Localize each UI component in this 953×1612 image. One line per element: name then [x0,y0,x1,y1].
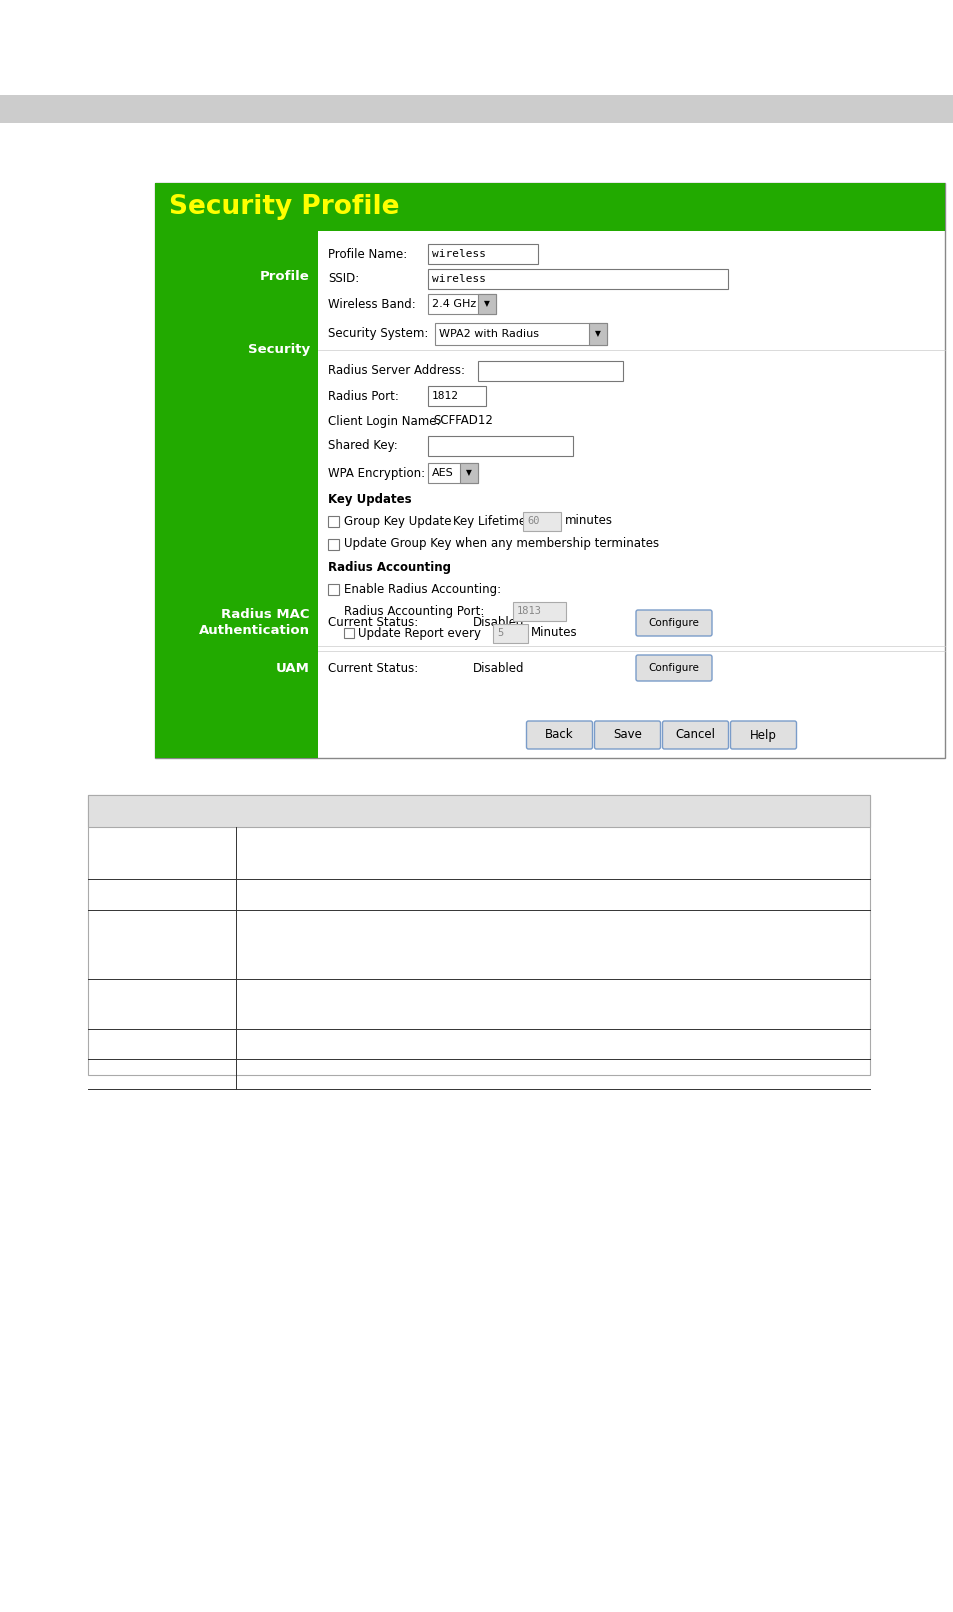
FancyBboxPatch shape [344,629,354,638]
Text: Radius Accounting Port:: Radius Accounting Port: [344,604,484,617]
Text: 1812: 1812 [432,392,458,401]
FancyBboxPatch shape [513,601,565,621]
Text: Client Login Name:: Client Login Name: [328,414,440,427]
Text: AES: AES [432,467,454,479]
Text: Disabled: Disabled [473,661,524,674]
FancyBboxPatch shape [428,243,537,264]
Text: SSID:: SSID: [328,272,359,285]
FancyBboxPatch shape [477,361,622,380]
Text: Update Group Key when any membership terminates: Update Group Key when any membership ter… [344,537,659,551]
FancyBboxPatch shape [594,721,659,750]
FancyBboxPatch shape [154,184,944,231]
FancyBboxPatch shape [493,624,527,643]
Text: Radius MAC
Authentication: Radius MAC Authentication [199,608,310,637]
FancyBboxPatch shape [661,721,728,750]
Text: Key Updates: Key Updates [328,493,411,506]
Text: Radius Port:: Radius Port: [328,390,398,403]
FancyBboxPatch shape [0,95,953,123]
Text: Security System:: Security System: [328,327,428,340]
Text: Help: Help [749,729,776,742]
FancyBboxPatch shape [522,511,560,530]
FancyBboxPatch shape [88,795,869,827]
Text: Save: Save [613,729,641,742]
FancyBboxPatch shape [328,584,338,595]
Text: SCFFAD12: SCFFAD12 [433,414,493,427]
Text: Update Report every: Update Report every [357,627,480,640]
Text: Disabled: Disabled [473,616,524,630]
Text: Wireless Band:: Wireless Band: [328,298,416,311]
FancyBboxPatch shape [328,516,338,527]
FancyBboxPatch shape [154,184,944,758]
Text: wireless: wireless [432,248,485,260]
Text: UAM: UAM [275,661,310,674]
Text: ▼: ▼ [595,329,600,339]
FancyBboxPatch shape [428,435,573,456]
FancyBboxPatch shape [636,654,711,680]
Text: Current Status:: Current Status: [328,616,417,630]
Text: Configure: Configure [648,617,699,629]
FancyBboxPatch shape [428,463,477,484]
Text: Back: Back [544,729,573,742]
FancyBboxPatch shape [88,795,869,1075]
FancyBboxPatch shape [428,269,727,289]
FancyBboxPatch shape [526,721,592,750]
FancyBboxPatch shape [428,385,485,406]
Text: ▼: ▼ [466,469,472,477]
Text: minutes: minutes [564,514,613,527]
Text: Security Profile: Security Profile [169,193,399,219]
FancyBboxPatch shape [435,322,606,345]
FancyBboxPatch shape [328,538,338,550]
Text: Current Status:: Current Status: [328,661,417,674]
FancyBboxPatch shape [636,609,711,637]
Text: Enable Radius Accounting:: Enable Radius Accounting: [344,582,500,595]
Text: Profile Name:: Profile Name: [328,248,407,261]
Text: WPA2 with Radius: WPA2 with Radius [438,329,538,339]
FancyBboxPatch shape [154,231,317,758]
Text: Security: Security [248,342,310,356]
Text: Radius Server Address:: Radius Server Address: [328,364,464,377]
FancyBboxPatch shape [459,463,477,484]
Text: wireless: wireless [432,274,485,284]
Text: Cancel: Cancel [675,729,715,742]
Text: ▼: ▼ [483,300,490,308]
Text: Shared Key:: Shared Key: [328,440,397,453]
Text: Profile: Profile [260,269,310,282]
Text: Key Lifetime:: Key Lifetime: [453,514,530,527]
Text: Radius Accounting: Radius Accounting [328,561,451,574]
Text: Group Key Update: Group Key Update [344,514,451,527]
Text: 60: 60 [526,516,539,526]
Text: Configure: Configure [648,663,699,672]
Text: Minutes: Minutes [531,627,577,640]
Text: 2.4 GHz: 2.4 GHz [432,298,476,310]
FancyBboxPatch shape [588,322,606,345]
Text: WPA Encryption:: WPA Encryption: [328,466,425,479]
FancyBboxPatch shape [477,293,496,314]
FancyBboxPatch shape [730,721,796,750]
Text: 1813: 1813 [517,606,541,616]
Text: 5: 5 [497,629,503,638]
FancyBboxPatch shape [428,293,496,314]
